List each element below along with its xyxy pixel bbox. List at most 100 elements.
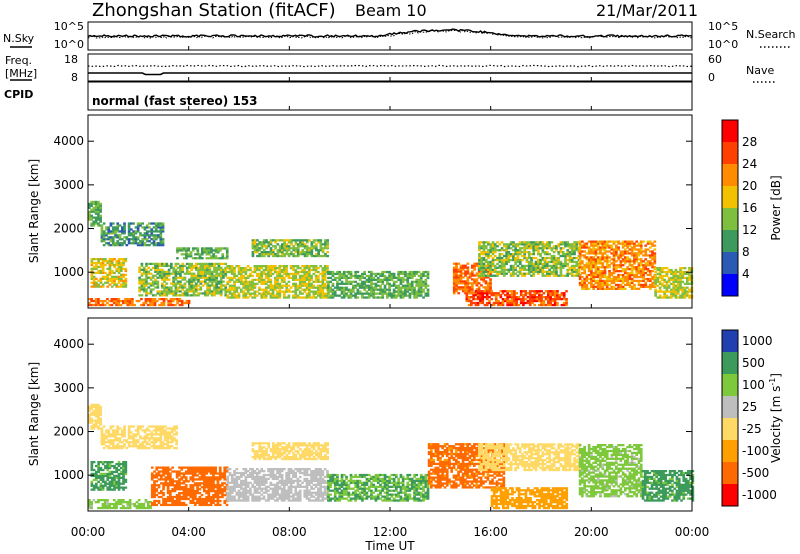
power-cell	[100, 230, 104, 233]
power-cell	[117, 275, 121, 278]
power-cell	[251, 278, 254, 281]
power-cell	[610, 262, 614, 265]
power-cell	[219, 278, 223, 281]
velocity-cell	[90, 427, 93, 430]
power-cell	[596, 275, 600, 279]
power-cell	[296, 253, 300, 256]
power-cell	[289, 267, 293, 270]
power-cell	[528, 296, 532, 299]
power-cell	[210, 294, 214, 297]
power-cell	[163, 284, 166, 287]
power-cell	[100, 226, 104, 229]
velocity-cell	[97, 419, 100, 422]
power-cell	[503, 266, 506, 269]
power-cell	[539, 260, 542, 264]
velocity-cell	[116, 439, 120, 442]
velocity-cell	[166, 443, 169, 446]
power-cell	[585, 244, 589, 247]
power-cell	[499, 303, 503, 307]
power-cell	[274, 241, 277, 244]
power-cell	[294, 290, 298, 293]
power-cell	[340, 274, 344, 278]
velocity-cell	[139, 447, 142, 450]
power-cell	[670, 278, 673, 281]
velocity-cell	[166, 486, 170, 489]
power-cell	[386, 276, 389, 280]
power-cell	[305, 274, 309, 278]
power-cell	[271, 288, 275, 291]
power-cell	[267, 280, 270, 283]
power-cell	[674, 292, 678, 295]
power-cell	[233, 290, 236, 293]
power-cell	[187, 299, 191, 303]
velocity-cell	[109, 439, 113, 442]
power-cell	[559, 270, 563, 273]
power-cell	[541, 249, 545, 252]
power-cell	[381, 274, 385, 278]
power-cell	[467, 298, 471, 301]
power-cell	[370, 272, 373, 276]
power-cell	[478, 260, 481, 264]
power-cell	[548, 253, 551, 256]
power-cell	[388, 272, 391, 276]
velocity-cell	[157, 439, 160, 442]
velocity-cell	[130, 425, 133, 428]
velocity-cell	[118, 433, 122, 436]
power-cell	[106, 279, 110, 282]
power-cell	[264, 276, 268, 280]
power-cell	[663, 296, 666, 299]
power-cell	[326, 265, 329, 268]
power-cell	[92, 258, 96, 261]
power-cell	[498, 270, 502, 273]
power-cell	[201, 276, 205, 279]
power-cell	[592, 287, 595, 290]
power-cell	[222, 280, 225, 283]
power-cell	[138, 266, 141, 269]
power-cell	[489, 254, 493, 258]
power-cell	[194, 247, 197, 250]
power-cell	[478, 264, 481, 268]
velocity-cell	[155, 503, 159, 507]
power-cell	[621, 273, 625, 277]
power-cell	[490, 298, 494, 301]
power-cell	[104, 281, 107, 284]
power-cell	[305, 286, 309, 289]
power-cell	[500, 270, 504, 273]
power-cell	[550, 272, 554, 275]
power-cell	[531, 290, 534, 293]
power-cell	[560, 303, 564, 307]
power-cell	[452, 282, 456, 285]
power-cell	[612, 254, 616, 257]
power-cell	[462, 272, 465, 275]
power-cell	[481, 301, 485, 305]
power-cell	[197, 272, 200, 275]
power-cell	[126, 303, 130, 307]
power-cell	[110, 263, 114, 267]
power-cell	[679, 276, 682, 280]
power-cell	[534, 266, 538, 269]
power-cell	[181, 278, 185, 281]
power-cell	[289, 265, 293, 268]
power-cell	[509, 254, 513, 258]
power-cell	[570, 256, 574, 260]
power-cell	[558, 298, 562, 301]
power-cell	[90, 263, 94, 267]
velocity-cell	[148, 443, 151, 446]
power-cell	[183, 301, 186, 305]
power-cell	[683, 296, 687, 299]
power-cell	[169, 303, 173, 307]
power-cell	[601, 281, 605, 285]
velocity-cell	[157, 433, 160, 436]
velocity-cell	[159, 445, 163, 448]
power-cell	[290, 247, 293, 250]
velocity-cell	[164, 503, 168, 507]
power-cell	[494, 299, 498, 303]
velocity-cell	[101, 461, 105, 464]
power-cell	[610, 287, 614, 290]
power-cell	[331, 290, 335, 293]
power-cell	[294, 268, 298, 272]
power-cell	[581, 279, 584, 283]
power-cell	[312, 247, 316, 250]
power-cell	[603, 275, 607, 279]
power-cell	[255, 274, 259, 278]
